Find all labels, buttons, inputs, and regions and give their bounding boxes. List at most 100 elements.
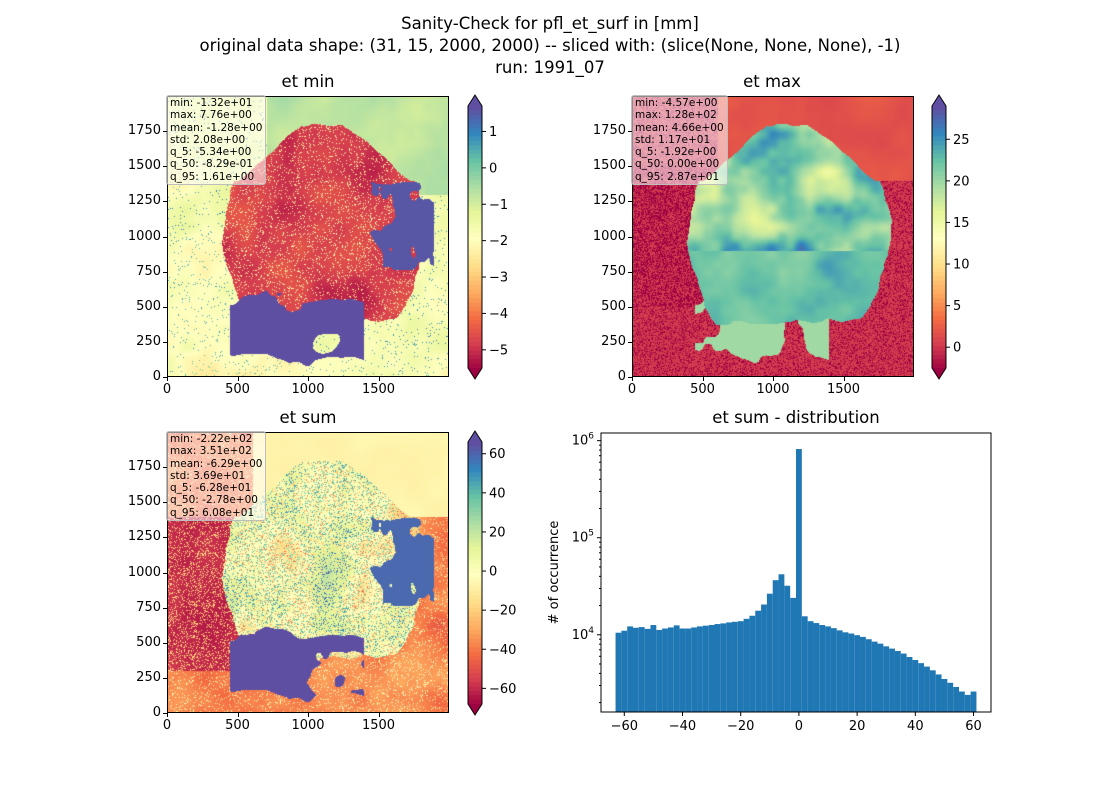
colorbar-segment [468, 267, 482, 273]
y-tick-label: 750 [136, 263, 161, 279]
y-tick-label: 0 [152, 705, 161, 720]
colorbar-segment [468, 647, 482, 653]
colorbar-segment [468, 145, 482, 151]
histogram-bar [947, 682, 954, 712]
histogram-frame [600, 432, 992, 713]
histogram-bar [702, 625, 709, 712]
colorbar-segment [468, 206, 482, 212]
colorbar-tick-label: 0 [489, 161, 497, 176]
colorbar-segment [468, 280, 482, 286]
y-tick-label: 1000 [127, 228, 161, 244]
colorbar-segment [932, 106, 946, 111]
colorbar-tick-label: −3 [489, 271, 508, 286]
histogram-bar [784, 585, 791, 712]
histogram-bar [877, 643, 884, 712]
stat-line: q_95: 1.61e+00 [170, 170, 255, 183]
y-tick-label: 250 [136, 669, 161, 685]
y-tick-mark [628, 271, 632, 273]
colorbar-segment [468, 533, 482, 539]
colorbar-segment [468, 699, 482, 705]
colorbar-segment [932, 223, 946, 229]
stat-line: std: 3.69e+01 [170, 469, 246, 482]
colorbar-segment [468, 346, 482, 352]
histogram-bar [685, 628, 692, 712]
y-tick-mark [163, 166, 167, 168]
colorbar-tick-label: −20 [489, 604, 516, 619]
histogram-bar [697, 626, 703, 712]
histogram-y-axis-label: # of occurrence [547, 521, 562, 625]
histogram-y-tick-label: 106 [572, 432, 595, 449]
colorbar-segment [468, 289, 482, 295]
colorbar-tick-label: −4 [489, 307, 508, 322]
colorbar-segment [932, 363, 946, 369]
colorbar-segment [468, 638, 482, 644]
colorbar-segment [932, 241, 946, 247]
y-tick-mark [163, 341, 167, 343]
y-tick-label: 1000 [127, 564, 161, 580]
y-tick-mark [163, 537, 167, 539]
colorbar-segment [468, 119, 482, 125]
colorbar-segment [468, 529, 482, 535]
stat-line: q_5: -1.92e+00 [635, 146, 717, 159]
histogram-x-tick-label: 40 [907, 719, 924, 734]
histogram-bar [860, 636, 866, 712]
histogram-bar [935, 674, 942, 712]
x-tick-mark [237, 713, 239, 717]
x-tick-mark [378, 713, 380, 717]
y-tick-mark [163, 236, 167, 238]
colorbar-et-max: 25 20 15 10 5 0 [931, 94, 970, 380]
histogram-bar [825, 626, 831, 712]
histogram-bar [778, 574, 785, 712]
colorbar-segment [468, 215, 482, 221]
colorbar-segment [932, 333, 946, 339]
colorbar-segment [932, 328, 946, 334]
stat-line: max: 7.76e+00 [170, 109, 252, 122]
colorbar-segment [468, 285, 482, 290]
stat-line: q_95: 2.87e+01 [635, 170, 720, 183]
histogram-bar [807, 621, 814, 712]
colorbar-outline [467, 430, 483, 716]
colorbar-extend-bottom [932, 368, 946, 379]
histogram-bar [801, 616, 808, 712]
colorbar-tick-label: 20 [953, 174, 970, 189]
histogram-bar [755, 610, 762, 712]
colorbar-tick-label: 40 [489, 486, 506, 501]
y-tick-mark [163, 131, 167, 133]
stat-line: std: 1.17e+01 [635, 133, 711, 146]
histogram-bar [953, 686, 959, 712]
y-tick-mark [163, 502, 167, 504]
y-tick-label: 1750 [592, 123, 626, 139]
y-tick-mark [163, 572, 167, 574]
colorbar-segment [468, 354, 482, 360]
colorbar-outline [931, 94, 947, 380]
colorbar-segment [932, 267, 946, 273]
colorbar-segment [932, 254, 946, 260]
colorbar-segment [468, 158, 482, 164]
colorbar-tick-label: 20 [489, 525, 506, 540]
colorbar-segment [468, 472, 482, 478]
colorbar-segment [932, 271, 946, 277]
colorbar-segment [932, 341, 946, 347]
histogram-bar [633, 627, 639, 712]
colorbar-segment [468, 210, 482, 216]
colorbar-segment [932, 132, 946, 138]
histogram-bar [644, 628, 651, 712]
y-tick-label: 750 [601, 263, 626, 279]
colorbar-segment [468, 520, 482, 526]
colorbar-segment [468, 149, 482, 155]
colorbar-segment [932, 158, 946, 164]
colorbar-et-min: 1 0 −1 −2 −3 −4 −5 [467, 94, 508, 380]
histogram-bar [772, 580, 779, 712]
x-tick-label: 0 [162, 382, 172, 397]
colorbar-segment [468, 333, 482, 339]
stat-line: q_50: 0.00e+00 [635, 158, 720, 171]
x-tick-mark [308, 713, 309, 717]
colorbar-segment [468, 542, 482, 548]
histogram-bar [673, 625, 680, 712]
colorbar-segment [932, 184, 946, 190]
colorbar-tick-label: 0 [489, 565, 497, 580]
colorbar-segment [468, 319, 482, 325]
colorbar-segment [932, 263, 946, 269]
y-tick-mark [628, 201, 632, 203]
colorbar-segment [468, 298, 482, 304]
